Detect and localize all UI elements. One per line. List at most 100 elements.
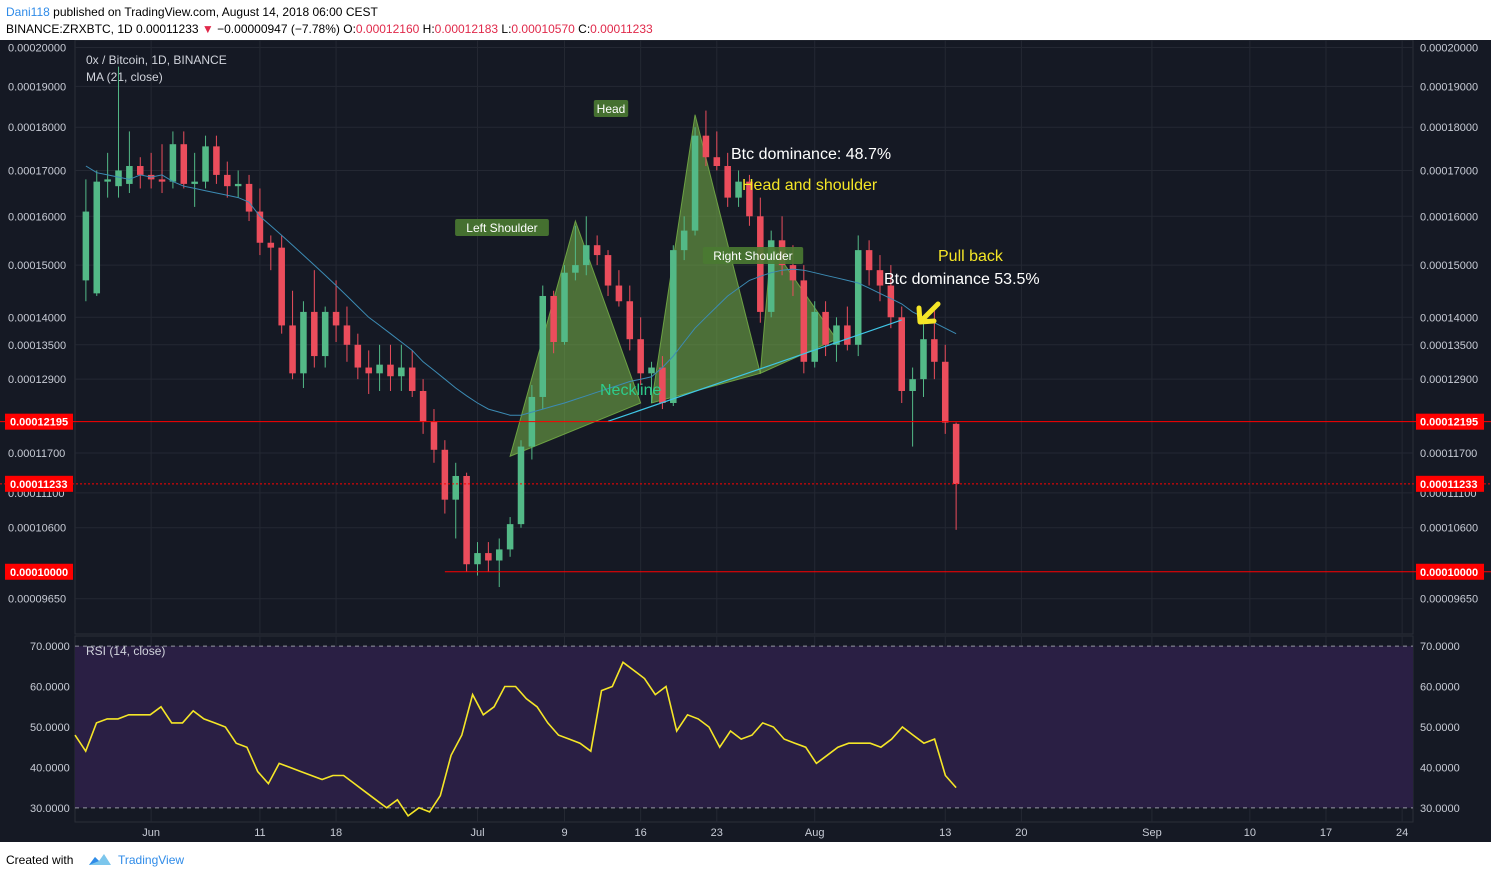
candle-down xyxy=(213,146,220,175)
candle-down xyxy=(702,135,710,158)
candle-down xyxy=(952,423,960,485)
price-tag-left-text: 0.00012195 xyxy=(10,417,68,429)
candle-down xyxy=(789,265,797,281)
right-shoulder-label: Right Shoulder xyxy=(702,247,804,264)
rsi-y-tick-right: 30.0000 xyxy=(1420,803,1460,815)
price-tag-right: 0.00010000 xyxy=(1416,563,1484,580)
y-tick-label-left: 0.00019000 xyxy=(8,81,66,93)
neckline xyxy=(607,319,902,422)
candle-up xyxy=(234,183,242,187)
price-tag-right-text: 0.00011233 xyxy=(1420,479,1478,491)
candle-up xyxy=(670,250,677,403)
left-shoulder-label: Left Shoulder xyxy=(455,219,549,236)
price-tag-left-text: 0.00011233 xyxy=(10,479,68,491)
candle-down xyxy=(256,211,264,243)
candle-up xyxy=(495,549,503,561)
x-tick-label: Aug xyxy=(805,827,825,839)
candle-down xyxy=(898,317,905,391)
candle-down xyxy=(800,280,808,362)
candle-up xyxy=(452,475,459,500)
candle-down xyxy=(408,367,416,391)
candle-up xyxy=(126,166,133,184)
candle-up xyxy=(539,295,547,397)
candle-down xyxy=(757,216,764,312)
candle-up xyxy=(833,325,840,345)
y-tick-label-right: 0.00016000 xyxy=(1420,211,1478,223)
x-tick-label: 24 xyxy=(1396,827,1408,839)
rsi-y-tick-right: 70.0000 xyxy=(1420,641,1460,653)
y-tick-label-right: 0.00019000 xyxy=(1420,81,1478,93)
candle-up xyxy=(82,211,90,281)
price-tag-right: 0.00012195 xyxy=(1416,413,1484,430)
candle-up xyxy=(115,170,122,187)
chart-canvas[interactable]: 0.00020000 0.00020000 0.00019000 0.00019000… xyxy=(0,40,1491,842)
price-tag-right-text: 0.00010000 xyxy=(1420,567,1478,579)
arrow-head xyxy=(916,305,937,325)
y-tick-label-right: 0.00011700 xyxy=(1420,448,1477,460)
left-shoulder-label-text: Left Shoulder xyxy=(466,221,537,235)
rsi-y-tick-right: 50.0000 xyxy=(1420,722,1460,734)
candle-down xyxy=(267,242,275,248)
rsi-y-tick-left: 50.0000 xyxy=(30,722,70,734)
price-tag-right-bg xyxy=(1416,475,1484,492)
rsi-y-tick-left: 60.0000 xyxy=(30,682,70,694)
y-tick-label-right: 0.00013500 xyxy=(1420,340,1478,352)
price-tag-left: 0.00011233 xyxy=(5,475,73,492)
candle-down xyxy=(485,553,492,561)
btc-dominance-label-1: Btc dominance: 48.7% xyxy=(731,146,891,163)
x-tick-label: Jul xyxy=(470,827,484,839)
candle-down xyxy=(931,339,938,362)
y-tick-label-right: 0.00014000 xyxy=(1420,312,1478,324)
x-tick-label: Sep xyxy=(1142,827,1162,839)
chart-area[interactable]: 0.00020000 0.00020000 0.00019000 0.00019000… xyxy=(0,40,1491,842)
candle-down xyxy=(180,144,188,184)
y-tick-label-right: 0.00017000 xyxy=(1420,165,1478,177)
close-value: 0.00011233 xyxy=(590,22,653,36)
last-price: 0.00011233 xyxy=(136,22,199,36)
y-tick-label-left: 0.00018000 xyxy=(8,122,66,134)
y-tick-label-right: 0.00010600 xyxy=(1420,523,1478,535)
rsi-y-tick-left: 70.0000 xyxy=(30,641,70,653)
y-tick-label-left: 0.00011700 xyxy=(8,448,65,460)
x-tick-label: Jun xyxy=(142,827,160,839)
published-info: published on TradingView.com, August 14,… xyxy=(53,5,378,19)
price-tag-left-bg xyxy=(5,563,73,580)
candle-up xyxy=(506,524,514,550)
y-tick-label-left: 0.00010600 xyxy=(8,523,66,535)
y-tick-label-right: 0.00020000 xyxy=(1420,43,1478,55)
candle-up xyxy=(691,135,699,231)
x-tick-label: 16 xyxy=(635,827,647,839)
close-label: C: xyxy=(578,22,591,36)
pull-back-arrow-icon xyxy=(916,301,941,325)
tradingview-link[interactable]: TradingView xyxy=(118,853,185,867)
rsi-y-tick-right: 60.0000 xyxy=(1420,682,1460,694)
candle-up xyxy=(811,311,818,362)
open-value: 0.00012160 xyxy=(355,22,420,36)
candle-up xyxy=(376,364,383,374)
x-tick-label: 13 xyxy=(939,827,951,839)
head-label: Head xyxy=(593,100,629,117)
price-tag-left: 0.00010000 xyxy=(5,563,73,580)
pull-back-label: Pull back xyxy=(938,248,1004,265)
candle-up xyxy=(854,250,862,345)
price-tag-left: 0.00012195 xyxy=(5,413,73,430)
candle-down xyxy=(865,250,873,271)
y-tick-label-left: 0.00015000 xyxy=(8,260,66,272)
ma-legend-label: MA (21, close) xyxy=(86,70,163,84)
author-link[interactable]: Dani118 xyxy=(6,5,50,19)
candle-down xyxy=(746,181,753,217)
candle-up xyxy=(300,311,307,374)
rsi-y-tick-left: 40.0000 xyxy=(30,762,70,774)
candle-down xyxy=(822,311,829,345)
candle-up xyxy=(398,367,405,377)
candle-down xyxy=(365,367,372,374)
candle-down xyxy=(137,166,144,175)
candle-down xyxy=(332,311,340,326)
y-tick-label-left: 0.00013500 xyxy=(8,340,66,352)
footer: Created with TradingView xyxy=(0,842,1491,878)
publication-line: Dani118 published on TradingView.com, Au… xyxy=(6,5,378,19)
tradingview-logo-icon[interactable] xyxy=(88,852,112,868)
x-tick-label: 11 xyxy=(254,827,265,839)
candle-down xyxy=(604,255,612,286)
candle-down xyxy=(615,285,623,302)
